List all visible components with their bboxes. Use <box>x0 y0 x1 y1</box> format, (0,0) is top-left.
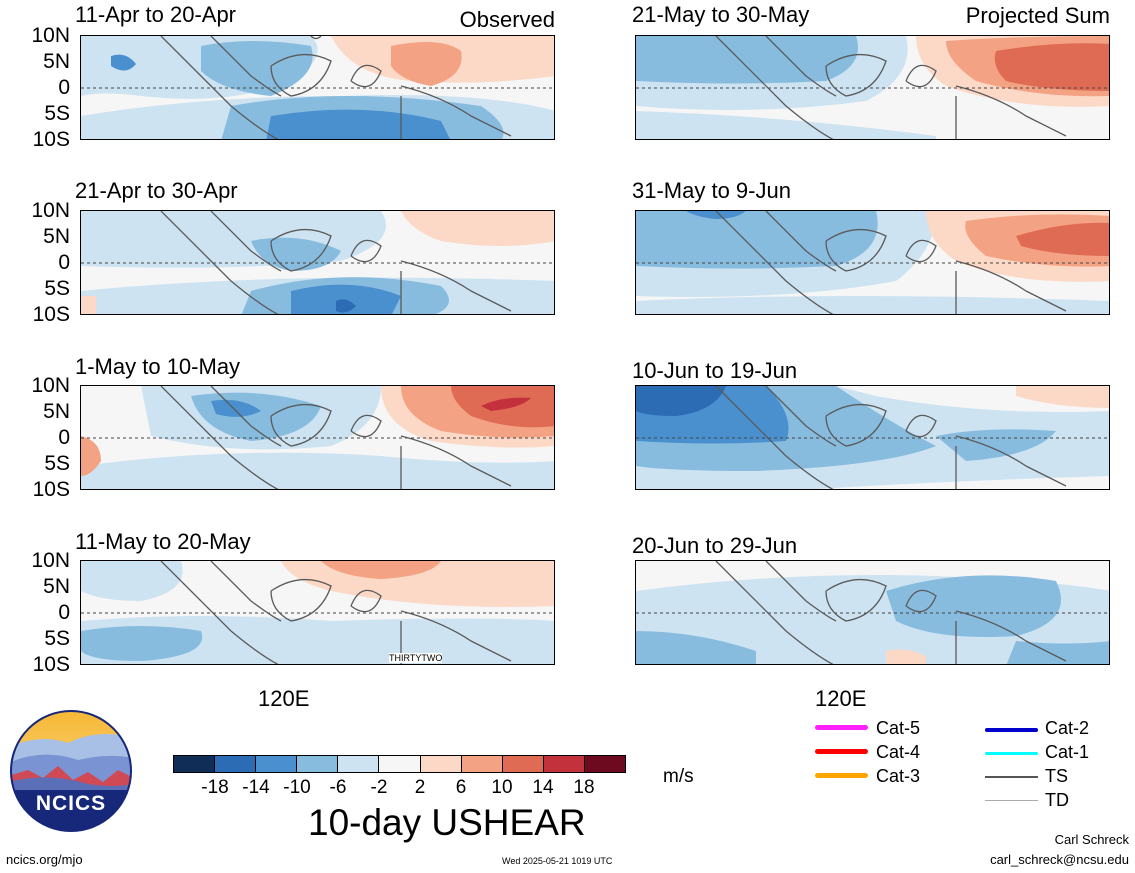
colorbar-swatch <box>542 756 584 772</box>
lat-label-5s: 5S <box>44 277 70 300</box>
legend-label-cat2: Cat-2 <box>1045 718 1090 738</box>
colorbar-tick: -10 <box>283 777 311 798</box>
ncics-logo: NCICS <box>8 708 134 834</box>
colorbar-tick: 10 <box>491 777 513 798</box>
lat-label-0: 0 <box>58 426 70 449</box>
footer-email: carl_schreck@ncsu.edu <box>990 852 1129 867</box>
colorbar-tick: 2 <box>414 777 426 798</box>
footer-url: ncics.org/mjo <box>6 852 83 867</box>
colorbar-tick: -14 <box>242 777 270 798</box>
panel-title-2: 21-Apr to 30-Apr <box>75 178 238 203</box>
colorbar-tick: -6 <box>329 777 347 798</box>
lat-label-10n: 10N <box>31 549 70 572</box>
map-panel-4: THIRTYTWO <box>80 560 555 665</box>
shear-map-5 <box>636 36 1109 139</box>
map-panel-6 <box>635 210 1110 315</box>
map-panel-3 <box>80 385 555 490</box>
legend-label-cat4: Cat-4 <box>876 742 921 762</box>
colorbar-swatch <box>296 756 338 772</box>
lat-label-5s: 5S <box>44 452 70 475</box>
colorbar <box>173 755 626 773</box>
lon-label-left: 120E <box>258 686 310 711</box>
colorbar-swatch <box>501 756 543 772</box>
legend-line-cat4 <box>815 749 868 754</box>
colorbar-swatch <box>174 756 215 772</box>
colorbar-swatch <box>255 756 297 772</box>
shear-map-1 <box>81 36 554 139</box>
legend-line-ts <box>985 776 1038 778</box>
lat-label-5n: 5N <box>43 50 70 73</box>
colorbar-swatch <box>378 756 420 772</box>
lat-label-10s: 10S <box>32 653 70 676</box>
panel-title-6: 31-May to 9-Jun <box>632 178 791 203</box>
colorbar-swatch <box>214 756 256 772</box>
map-panel-7 <box>635 385 1110 490</box>
panel-note-observed: Observed <box>459 7 555 32</box>
panel-title-5: 21-May to 30-May <box>632 2 810 27</box>
legend-line-td <box>985 800 1038 801</box>
legend-line-cat3 <box>815 773 868 778</box>
lat-label-5n: 5N <box>43 400 70 423</box>
panel-title-4: 11-May to 20-May <box>75 529 251 554</box>
colorbar-tick: 14 <box>532 777 554 798</box>
colorbar-swatch <box>583 756 626 772</box>
colorbar-swatch <box>337 756 379 772</box>
lat-label-0: 0 <box>58 76 70 99</box>
legend-line-cat5 <box>815 725 868 730</box>
map-panel-1 <box>80 35 555 140</box>
lat-label-10s: 10S <box>32 478 70 501</box>
legend-label-td: TD <box>1045 790 1069 810</box>
colorbar-tick: -2 <box>370 777 388 798</box>
panel-title-8: 20-Jun to 29-Jun <box>632 533 798 558</box>
map-panel-2 <box>80 210 555 315</box>
shear-map-6 <box>636 211 1109 314</box>
shear-map-3 <box>81 386 554 489</box>
colorbar-tick: 6 <box>455 777 467 798</box>
legend-label-cat3: Cat-3 <box>876 766 921 786</box>
figure-title: 10-day USHEAR <box>308 802 586 843</box>
panel-title-3: 1-May to 10-May <box>75 354 241 379</box>
colorbar-tick: -18 <box>201 777 229 798</box>
panel-title-7: 10-Jun to 19-Jun <box>632 358 798 383</box>
lat-label-0: 0 <box>58 251 70 274</box>
legend-label-cat5: Cat-5 <box>876 718 921 738</box>
shear-map-4 <box>81 561 554 664</box>
colorbar-units: m/s <box>663 766 694 787</box>
lat-label-5s: 5S <box>44 627 70 650</box>
storm-label: THIRTYTWO <box>389 653 443 663</box>
lat-label-5s: 5S <box>44 102 70 125</box>
lat-label-10s: 10S <box>32 303 70 326</box>
map-panel-8 <box>635 560 1110 665</box>
colorbar-swatch <box>460 756 502 772</box>
panel-note-projected: Projected Sum <box>965 3 1110 28</box>
lat-label-10s: 10S <box>32 128 70 151</box>
lat-label-10n: 10N <box>31 24 70 47</box>
logo-text: NCICS <box>35 792 107 815</box>
legend-label-cat1: Cat-1 <box>1045 742 1090 762</box>
legend-line-cat2 <box>985 728 1038 732</box>
ncics-logo-icon <box>10 710 132 832</box>
shear-map-8 <box>636 561 1109 664</box>
panel-title-1: 11-Apr to 20-Apr <box>75 2 237 27</box>
lat-label-5n: 5N <box>43 225 70 248</box>
footer-author: Carl Schreck <box>1054 832 1129 847</box>
map-panel-5 <box>635 35 1110 140</box>
shear-map-7 <box>636 386 1109 489</box>
legend-line-cat1 <box>985 752 1038 755</box>
footer-timestamp: Wed 2025-05-21 1019 UTC <box>502 856 613 866</box>
lat-label-0: 0 <box>58 601 70 624</box>
lat-label-5n: 5N <box>43 575 70 598</box>
lon-label-right: 120E <box>815 686 867 711</box>
colorbar-swatch <box>419 756 461 772</box>
shear-map-2 <box>81 211 554 314</box>
legend-label-ts: TS <box>1045 766 1069 786</box>
lat-label-10n: 10N <box>31 374 70 397</box>
colorbar-tick: 18 <box>573 777 595 798</box>
lat-label-10n: 10N <box>31 199 70 222</box>
